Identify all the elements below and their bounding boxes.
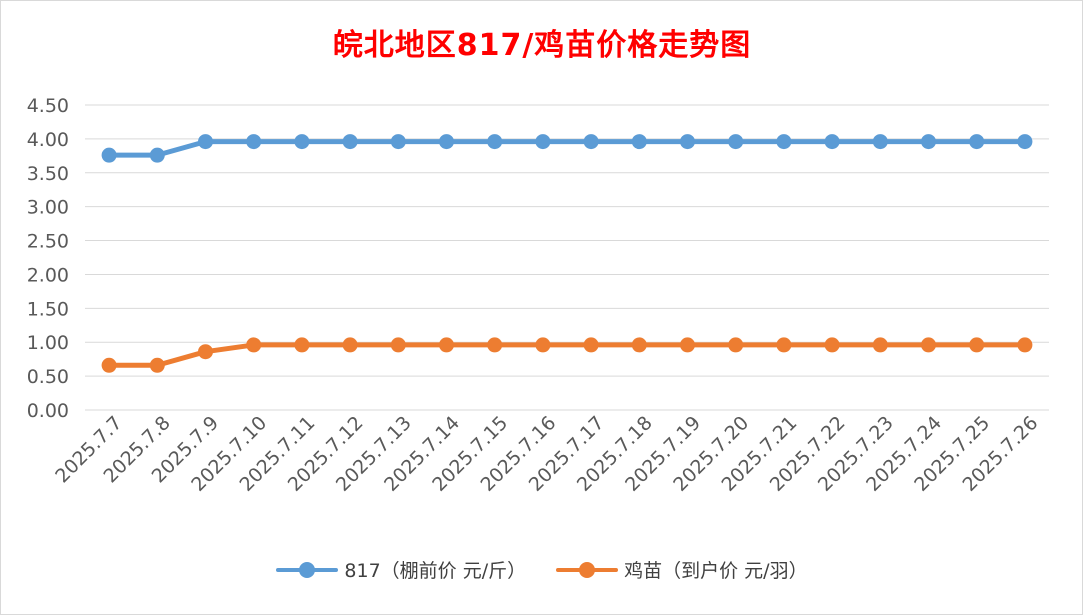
series-line-1 xyxy=(106,342,1028,368)
data-point xyxy=(1017,134,1033,150)
data-point xyxy=(776,337,792,353)
data-point xyxy=(824,337,840,353)
data-point xyxy=(439,134,454,150)
legend: 817（棚前价 元/斤） 鸡苗（到户价 元/羽） xyxy=(0,556,1084,583)
y-tick-label: 1.50 xyxy=(27,298,69,320)
data-point xyxy=(535,337,551,353)
data-point xyxy=(872,134,888,150)
legend-label-chick: 鸡苗（到户价 元/羽） xyxy=(624,560,808,582)
data-point xyxy=(1017,337,1033,353)
data-point xyxy=(921,134,936,150)
data-point xyxy=(728,337,744,353)
series-group xyxy=(101,134,1033,373)
legend-label-817: 817（棚前价 元/斤） xyxy=(344,560,527,582)
data-point xyxy=(342,337,358,353)
data-point xyxy=(824,134,840,150)
y-tick-label: 0.50 xyxy=(27,366,69,388)
legend-swatch-817 xyxy=(276,558,339,582)
data-point xyxy=(680,337,695,353)
data-point xyxy=(246,337,262,353)
data-point xyxy=(390,337,406,353)
data-point xyxy=(294,337,310,353)
data-point xyxy=(535,134,551,150)
data-point xyxy=(101,357,117,373)
y-tick-label: 2.00 xyxy=(27,264,69,286)
y-axis: 0.00 0.50 1.00 1.50 2.00 2.50 3.00 3.50 4.00 4.50 xyxy=(27,95,69,422)
data-point xyxy=(872,337,888,353)
legend-item-817: 817（棚前价 元/斤） xyxy=(276,556,526,583)
data-point xyxy=(728,134,744,150)
data-point xyxy=(487,134,503,150)
gridlines xyxy=(85,104,1049,411)
y-tick-label: 2.50 xyxy=(27,231,69,253)
data-point xyxy=(149,357,165,373)
data-point xyxy=(198,344,213,360)
data-point xyxy=(969,337,985,353)
data-point xyxy=(776,134,792,150)
data-point xyxy=(246,134,262,150)
y-tick-label: 3.50 xyxy=(27,163,69,185)
data-point xyxy=(439,337,454,353)
data-point xyxy=(921,337,936,353)
series-line-0 xyxy=(106,139,1028,158)
data-point xyxy=(390,134,406,150)
y-tick-label: 4.00 xyxy=(27,129,69,151)
legend-marker-817 xyxy=(299,561,316,578)
legend-marker-chick xyxy=(579,561,596,578)
y-tick-label: 3.00 xyxy=(27,197,69,219)
y-tick-label: 1.00 xyxy=(27,332,69,354)
data-point xyxy=(198,134,213,150)
data-point xyxy=(294,134,310,150)
data-point xyxy=(969,134,985,150)
data-point xyxy=(487,337,503,353)
x-axis: 2025.7.72025.7.82025.7.92025.7.102025.7.… xyxy=(51,412,1042,496)
data-point xyxy=(101,147,117,163)
data-point xyxy=(583,134,599,150)
data-point xyxy=(149,147,165,163)
y-tick-label: 4.50 xyxy=(27,95,69,117)
data-point xyxy=(583,337,599,353)
data-point xyxy=(631,337,647,353)
data-point xyxy=(342,134,358,150)
y-tick-label: 0.00 xyxy=(27,400,69,422)
data-point xyxy=(680,134,695,150)
legend-item-chick: 鸡苗（到户价 元/羽） xyxy=(556,556,808,583)
chart-title: 皖北地区817/鸡苗价格走势图 xyxy=(332,28,752,63)
legend-swatch-chick xyxy=(556,558,619,582)
data-point xyxy=(631,134,647,150)
